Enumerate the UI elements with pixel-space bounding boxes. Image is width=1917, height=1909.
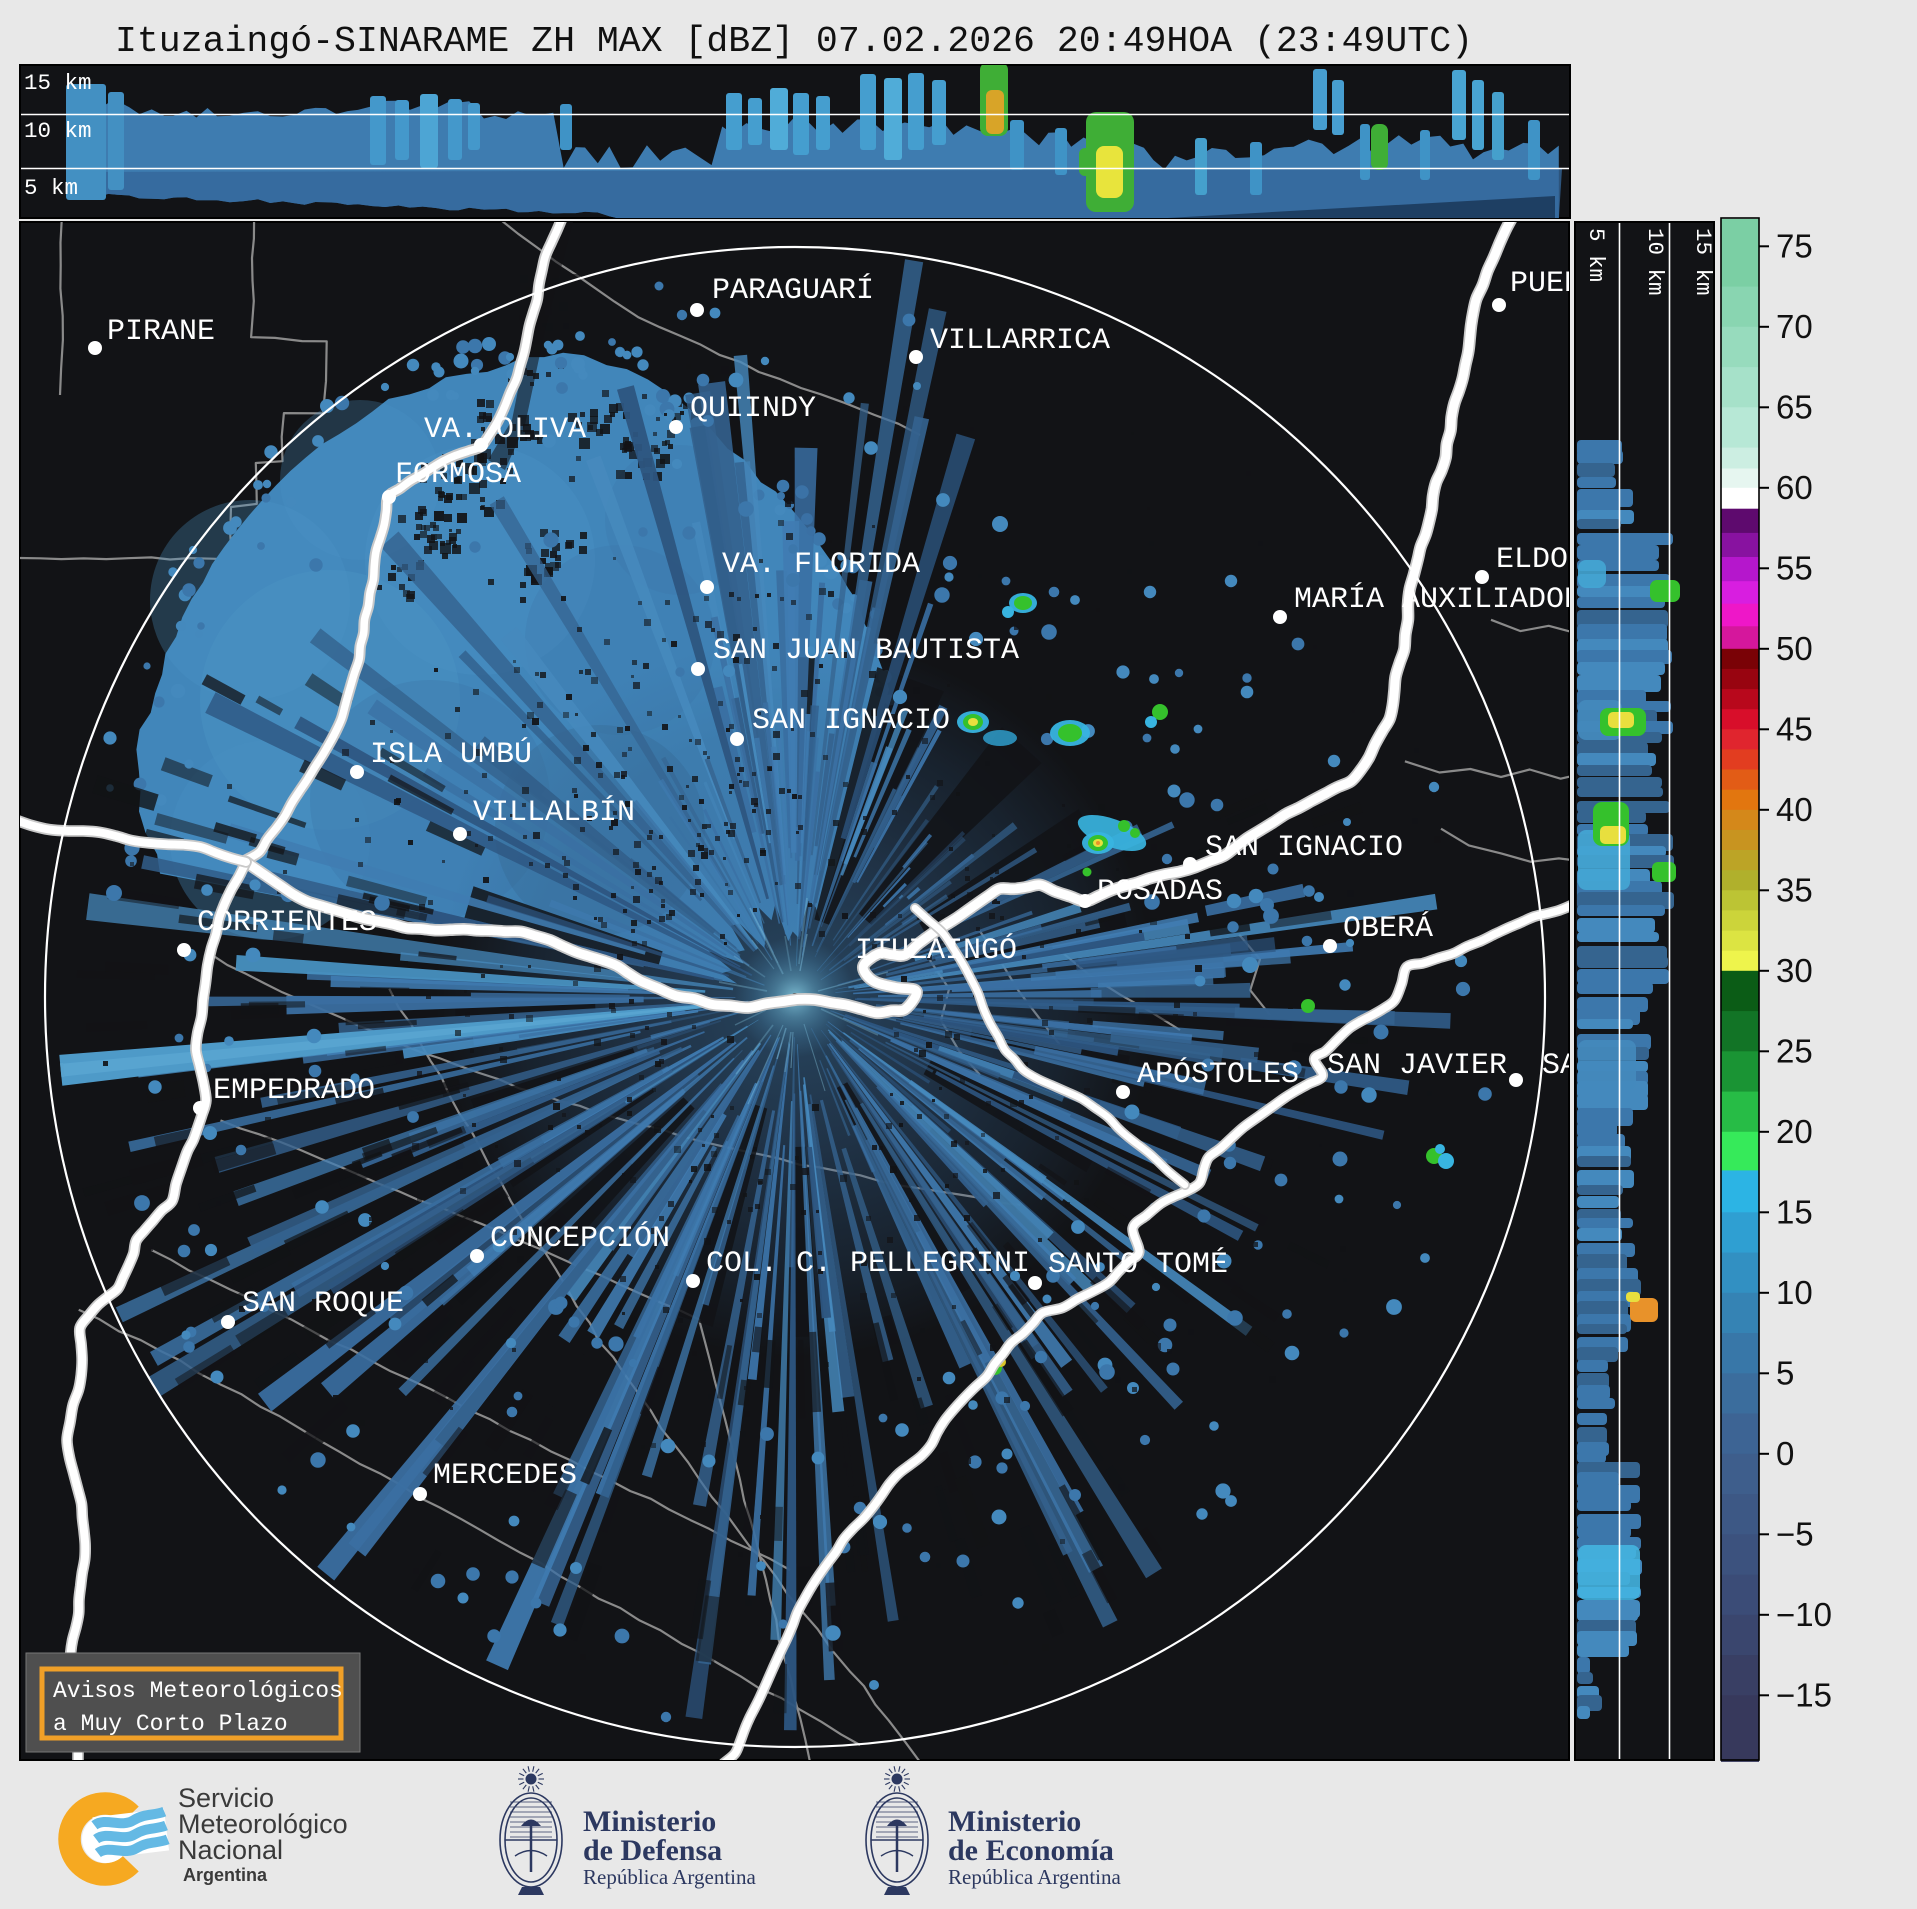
svg-text:Argentina: Argentina xyxy=(183,1865,268,1885)
svg-text:ELDORADO: ELDORADO xyxy=(1496,543,1640,577)
svg-text:SAN: SAN xyxy=(1542,1049,1596,1083)
svg-text:5 km: 5 km xyxy=(1583,228,1609,282)
svg-text:COL. C. PELLEGRINI: COL. C. PELLEGRINI xyxy=(706,1247,1030,1281)
svg-text:República Argentina: República Argentina xyxy=(583,1865,756,1889)
svg-text:SAN JUAN BAUTISTA: SAN JUAN BAUTISTA xyxy=(713,634,1019,668)
svg-text:5: 5 xyxy=(1776,1354,1794,1391)
svg-text:SAN ROQUE: SAN ROQUE xyxy=(242,1287,404,1321)
svg-text:10: 10 xyxy=(1776,1274,1813,1311)
svg-text:40: 40 xyxy=(1776,791,1813,828)
svg-text:Nacional: Nacional xyxy=(178,1835,283,1865)
svg-text:Ministerio: Ministerio xyxy=(583,1805,716,1838)
svg-text:FORMOSA: FORMOSA xyxy=(395,458,521,492)
svg-text:Meteorológico: Meteorológico xyxy=(178,1809,348,1839)
svg-text:20: 20 xyxy=(1776,1113,1813,1150)
svg-text:65: 65 xyxy=(1776,388,1813,425)
svg-text:50: 50 xyxy=(1776,630,1813,667)
svg-text:30: 30 xyxy=(1776,952,1813,989)
svg-text:10 km: 10 km xyxy=(24,118,92,144)
svg-text:Servicio: Servicio xyxy=(178,1783,274,1813)
svg-text:SAN IGNACIO: SAN IGNACIO xyxy=(752,704,950,738)
svg-text:Avisos Meteorológicos: Avisos Meteorológicos xyxy=(53,1678,343,1704)
svg-text:MARÍA AUXILIADORA: MARÍA AUXILIADORA xyxy=(1294,582,1600,617)
svg-text:SAN IGNACIO: SAN IGNACIO xyxy=(1205,831,1403,865)
svg-text:SANTO TOMÉ: SANTO TOMÉ xyxy=(1048,1247,1228,1282)
svg-text:de Defensa: de Defensa xyxy=(583,1834,722,1867)
svg-text:Ituzaingó-SINARAME ZH MAX [dBZ: Ituzaingó-SINARAME ZH MAX [dBZ] 07.02.20… xyxy=(115,21,1473,62)
svg-text:35: 35 xyxy=(1776,871,1813,908)
svg-text:QUIINDY: QUIINDY xyxy=(690,392,816,426)
svg-text:70: 70 xyxy=(1776,308,1813,345)
svg-text:a Muy Corto Plazo: a Muy Corto Plazo xyxy=(53,1711,288,1737)
svg-text:VILLALBÍN: VILLALBÍN xyxy=(473,795,635,830)
svg-text:SAN JAVIER: SAN JAVIER xyxy=(1327,1049,1507,1083)
svg-text:MERCEDES: MERCEDES xyxy=(433,1459,577,1493)
svg-text:ISLA UMBÚ: ISLA UMBÚ xyxy=(370,737,532,772)
svg-text:5 km: 5 km xyxy=(24,175,78,201)
svg-text:ITUZAINGÓ: ITUZAINGÓ xyxy=(855,933,1017,968)
svg-text:Ministerio: Ministerio xyxy=(948,1805,1081,1838)
svg-text:VILLARRICA: VILLARRICA xyxy=(930,324,1110,358)
svg-text:PUERTO RICO: PUERTO RICO xyxy=(1510,267,1708,301)
svg-text:10 km: 10 km xyxy=(1642,228,1668,296)
svg-text:−5: −5 xyxy=(1776,1515,1814,1552)
svg-text:de Economía: de Economía xyxy=(948,1834,1114,1867)
svg-text:POSADAS: POSADAS xyxy=(1097,875,1223,909)
svg-text:15 km: 15 km xyxy=(1690,228,1716,296)
svg-text:15: 15 xyxy=(1776,1193,1813,1230)
svg-text:−10: −10 xyxy=(1776,1596,1832,1633)
svg-text:25: 25 xyxy=(1776,1032,1813,1069)
svg-text:0: 0 xyxy=(1776,1435,1794,1472)
svg-text:OBERÁ: OBERÁ xyxy=(1343,911,1433,946)
svg-text:APÓSTOLES: APÓSTOLES xyxy=(1137,1057,1299,1092)
svg-text:45: 45 xyxy=(1776,710,1813,747)
svg-text:EMPEDRADO: EMPEDRADO xyxy=(213,1074,375,1108)
svg-text:VA. OLIVA: VA. OLIVA xyxy=(424,413,586,447)
svg-text:−15: −15 xyxy=(1776,1676,1832,1713)
svg-text:15 km: 15 km xyxy=(24,70,92,96)
svg-text:55: 55 xyxy=(1776,549,1813,586)
svg-text:75: 75 xyxy=(1776,227,1813,264)
svg-text:PIRANE: PIRANE xyxy=(107,315,215,349)
svg-text:CONCEPCIÓN: CONCEPCIÓN xyxy=(490,1221,670,1256)
svg-text:CORRIENTES: CORRIENTES xyxy=(197,906,377,940)
svg-text:VA. FLORIDA: VA. FLORIDA xyxy=(722,548,920,582)
svg-text:60: 60 xyxy=(1776,469,1813,506)
svg-text:PARAGUARÍ: PARAGUARÍ xyxy=(712,273,874,308)
svg-text:República Argentina: República Argentina xyxy=(948,1865,1121,1889)
